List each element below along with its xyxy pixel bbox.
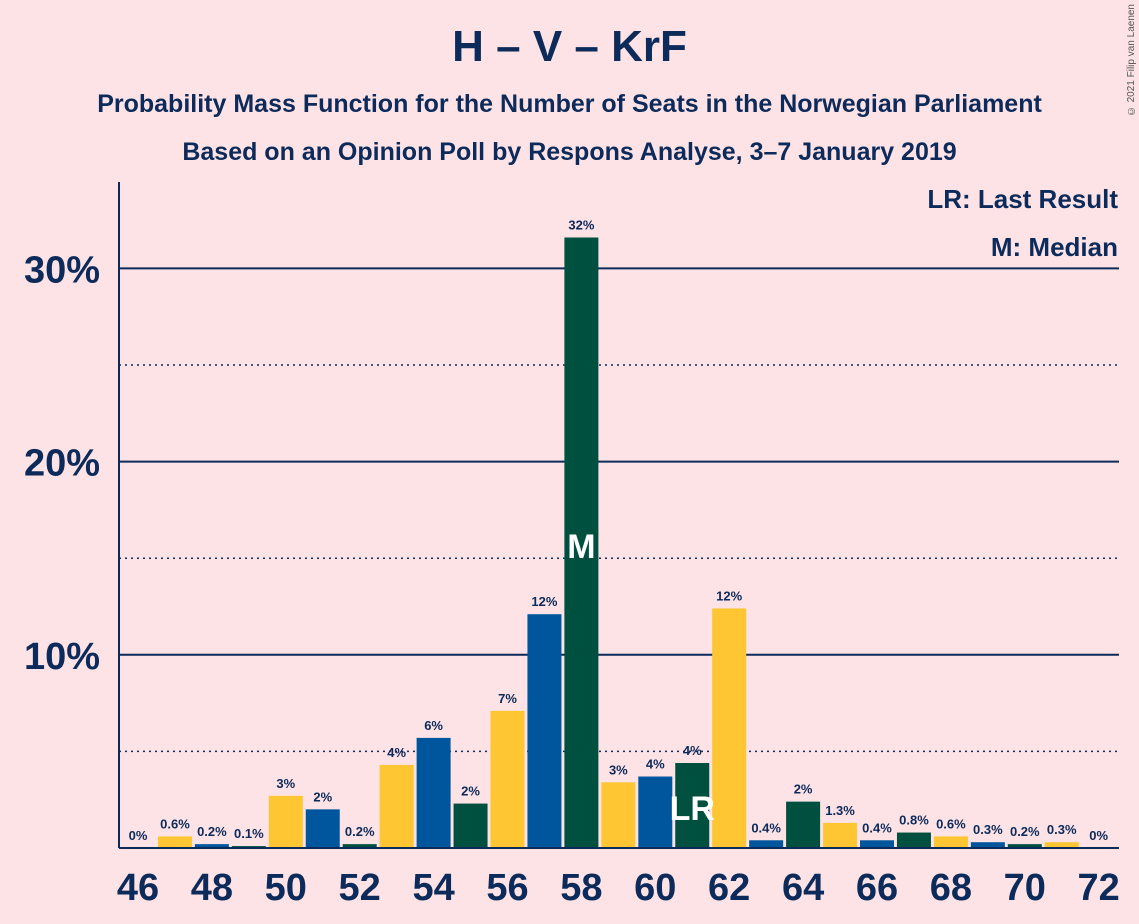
bar-seats-51 bbox=[305, 809, 340, 848]
bar-value-label: 0.6% bbox=[936, 816, 966, 831]
x-tick-label: 66 bbox=[856, 867, 898, 909]
bar-value-label: 4% bbox=[646, 757, 665, 772]
chart-title: H – V – KrF bbox=[452, 22, 687, 71]
bar-value-label: 4% bbox=[387, 745, 406, 760]
axis-layer: 10% 20% 30% 46 48 50 52 54 56 58 60 62 64 66 68 70 72 bbox=[24, 182, 1120, 909]
bar-seats-62 bbox=[712, 608, 747, 848]
bar-value-label: 12% bbox=[531, 594, 557, 609]
x-tick-label: 60 bbox=[634, 867, 676, 909]
y-tick-label: 20% bbox=[24, 443, 100, 485]
x-tick-label: 58 bbox=[560, 867, 602, 909]
bar-seats-68 bbox=[933, 836, 968, 848]
bar-value-label: 0% bbox=[129, 828, 148, 843]
bar-value-label: 0.1% bbox=[234, 826, 264, 841]
bar-value-label: 0.8% bbox=[899, 813, 929, 828]
bar-value-label: 3% bbox=[609, 762, 628, 777]
median-marker: M bbox=[567, 528, 595, 566]
x-tick-label: 48 bbox=[191, 867, 233, 909]
bar-seats-58 bbox=[564, 237, 599, 848]
bar-value-label: 0% bbox=[1089, 828, 1108, 843]
bars-layer: 0% 0.6% 0.2% 0.1% 3% 2% 0.2% 4% 6% 2% 7% 12% 32% 3% 4%… bbox=[129, 217, 1109, 848]
bar-seats-52 bbox=[342, 844, 377, 848]
bar-value-label: 3% bbox=[276, 776, 295, 791]
bar-seats-60 bbox=[638, 776, 673, 848]
x-tick-label: 54 bbox=[412, 867, 454, 909]
bar-seats-54 bbox=[416, 737, 451, 848]
bar-seats-69 bbox=[970, 842, 1005, 848]
bar-value-label: 0.6% bbox=[160, 816, 190, 831]
bar-seats-70 bbox=[1007, 844, 1042, 848]
bar-seats-65 bbox=[823, 822, 858, 848]
bar-seats-47 bbox=[157, 836, 192, 848]
bar-value-label: 0.3% bbox=[973, 822, 1003, 837]
x-tick-label: 50 bbox=[265, 867, 307, 909]
bar-seats-59 bbox=[601, 782, 636, 848]
bar-value-label: 6% bbox=[424, 718, 443, 733]
bar-value-label: 0.3% bbox=[1047, 822, 1077, 837]
bar-seats-57 bbox=[527, 614, 562, 848]
chart-subtitle: Probability Mass Function for the Number… bbox=[97, 90, 1042, 118]
bar-seats-63 bbox=[749, 840, 784, 848]
bar-value-label: 32% bbox=[568, 217, 594, 232]
x-tick-label: 70 bbox=[1004, 867, 1046, 909]
x-tick-label: 56 bbox=[486, 867, 528, 909]
bar-value-label: 2% bbox=[313, 789, 332, 804]
bar-seats-61 bbox=[675, 762, 710, 848]
x-tick-label: 64 bbox=[782, 867, 824, 909]
legend-last-result: LR: Last Result bbox=[921, 184, 1118, 215]
bar-value-label: 2% bbox=[794, 782, 813, 797]
x-tick-label: 72 bbox=[1078, 867, 1120, 909]
bar-seats-71 bbox=[1044, 842, 1079, 848]
x-tick-label: 52 bbox=[339, 867, 381, 909]
bar-value-label: 12% bbox=[716, 588, 742, 603]
y-tick-label: 10% bbox=[24, 636, 100, 678]
bar-seats-53 bbox=[379, 764, 414, 848]
bar-value-label: 0.2% bbox=[197, 824, 227, 839]
grid-layer bbox=[119, 267, 1119, 753]
x-tick-label: 68 bbox=[930, 867, 972, 909]
bar-value-label: 0.4% bbox=[862, 820, 892, 835]
bar-value-label: 4% bbox=[683, 743, 702, 758]
bar-value-label: 7% bbox=[498, 691, 517, 706]
bar-value-label: 1.3% bbox=[825, 803, 855, 818]
bar-seats-55 bbox=[453, 803, 488, 848]
bar-seats-50 bbox=[268, 795, 303, 848]
y-tick-label: 30% bbox=[24, 249, 100, 291]
bar-value-label: 2% bbox=[461, 784, 480, 799]
x-tick-label: 46 bbox=[117, 867, 159, 909]
chart-subtitle-poll: Based on an Opinion Poll by Respons Anal… bbox=[182, 138, 957, 166]
bar-seats-48 bbox=[194, 844, 229, 848]
bar-seats-66 bbox=[860, 840, 894, 848]
x-tick-label: 62 bbox=[708, 867, 750, 909]
bar-seats-67 bbox=[896, 832, 931, 848]
bar-value-label: 0.2% bbox=[1010, 824, 1040, 839]
bar-seats-64 bbox=[786, 801, 821, 848]
legend-median: M: Median bbox=[984, 232, 1118, 263]
last-result-marker: LR bbox=[670, 790, 715, 828]
bar-seats-56 bbox=[490, 710, 525, 848]
bar-value-label: 0.2% bbox=[345, 824, 375, 839]
bar-value-label: 0.4% bbox=[751, 820, 781, 835]
